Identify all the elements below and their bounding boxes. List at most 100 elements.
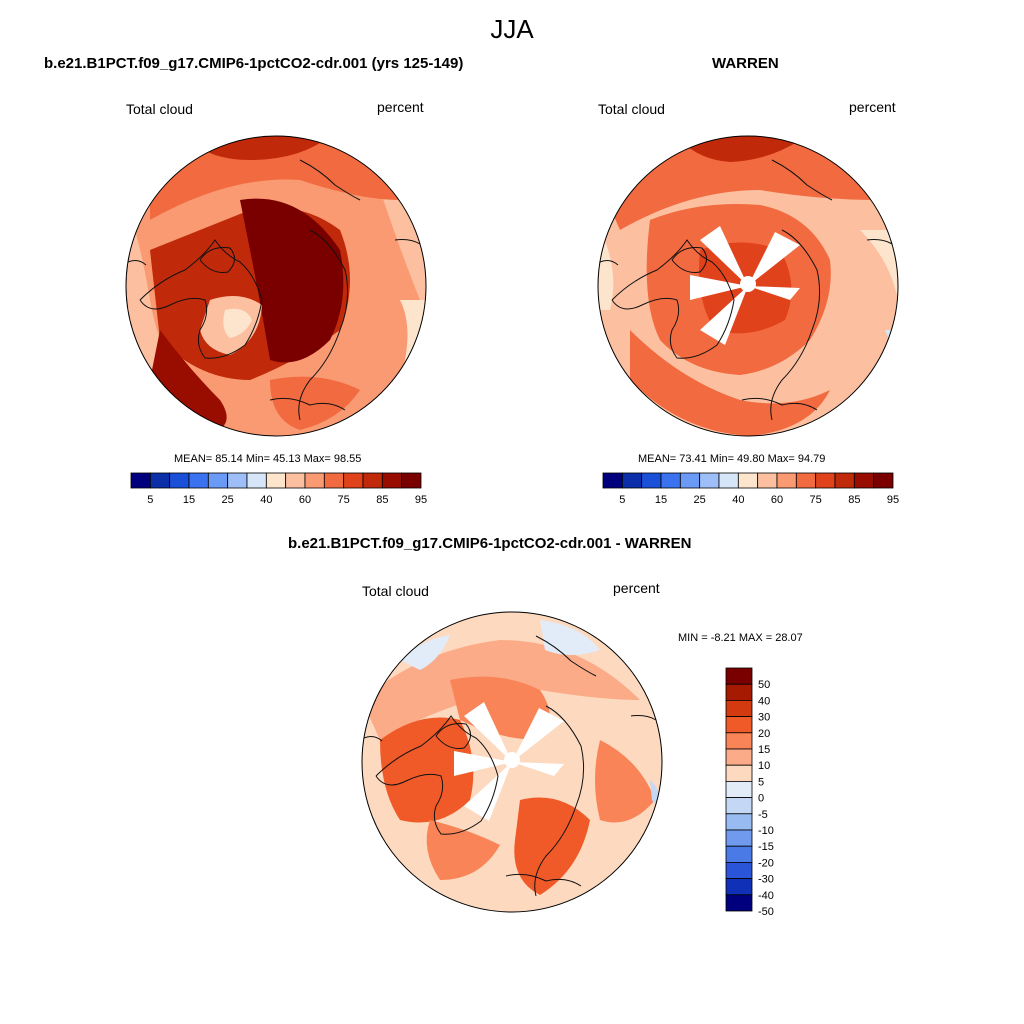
panel2-colorbar-swatch <box>815 472 836 489</box>
panel1-colorbar-swatch <box>227 472 248 489</box>
figure-title: JJA <box>490 14 534 44</box>
panel2-colorbar-tick-label: 95 <box>887 494 899 506</box>
panel3-colorbar-tick-label: 10 <box>758 760 770 772</box>
panel2-colorbar-swatch <box>621 472 643 489</box>
panel1-colorbar-tick-label: 60 <box>299 494 311 506</box>
panel2-map-border <box>597 135 899 437</box>
panel2-colorbar-tick-label: 15 <box>655 494 667 506</box>
panel3-colorbar-tick-label: -40 <box>758 890 774 902</box>
panel2-colorbar-swatch <box>776 472 797 489</box>
panel1-colorbar-tick-label: 75 <box>338 494 350 506</box>
panel3-colorbar-tick-label: 50 <box>758 679 770 691</box>
panel3-colorbar-swatch <box>725 862 753 880</box>
panel3-colorbar-swatch <box>725 764 753 782</box>
panel1-map-border <box>125 135 427 437</box>
panel2-colorbar-labels: 5 15 25 40 60 75 85 95 <box>619 494 899 506</box>
panel3-colorbar-swatch <box>725 748 753 766</box>
panel3-coastlines <box>363 635 657 897</box>
panel3-colorbar-tick-label: -10 <box>758 825 774 837</box>
panel1-colorbar-swatch <box>169 472 190 489</box>
panel3-colorbar-swatch <box>725 797 753 815</box>
panel3-minmax: MIN = -8.21 MAX = 28.07 <box>678 632 803 644</box>
panel2-colorbar-swatch <box>699 472 720 489</box>
panel3-map-border <box>361 611 663 913</box>
panel1-colorbar-labels: 5 15 25 40 60 75 85 95 <box>147 494 427 506</box>
panel2-colorbar-tick-label: 40 <box>732 494 744 506</box>
panel1-colorbar-tick-label: 95 <box>415 494 427 506</box>
panel1-colorbar-tick-label: 5 <box>147 494 153 506</box>
panel3-polar-map <box>362 612 662 912</box>
panel1-colorbar-swatch <box>285 472 306 489</box>
panel3-colorbar-tick-label: -50 <box>758 906 774 918</box>
panel1-colorbar-swatch <box>381 472 403 489</box>
panel3-colorbar-tick-label: -20 <box>758 857 774 869</box>
panel2-colorbar-swatch <box>795 472 817 489</box>
panel2-colorbar-swatch <box>718 472 739 489</box>
panel1-variable-label: Total cloud <box>126 101 193 117</box>
panel2-colorbar-swatch <box>641 472 662 489</box>
panel1-colorbar-swatch <box>362 472 383 489</box>
panel1-colorbar-swatch <box>246 472 267 489</box>
panel3-variable-label: Total cloud <box>362 583 429 599</box>
panel2-colorbar-swatch <box>660 472 681 489</box>
panel3-colorbar-swatch <box>725 667 753 685</box>
panel3-units-label: percent <box>613 580 660 596</box>
panel3-colorbar-swatch <box>725 716 753 734</box>
panel3-colorbar-tick-label: -15 <box>758 841 774 853</box>
panel3-colorbar-swatch <box>725 813 753 831</box>
panel3-colorbar-tick-label: 30 <box>758 712 770 724</box>
panel3-colorbar-swatch <box>725 829 753 847</box>
panel3-colorbar-swatch <box>725 845 753 863</box>
panel3-colorbar-tick-label: 0 <box>758 793 764 805</box>
panel2-colorbar-swatch <box>873 472 894 489</box>
panel2-colorbar-swatch <box>757 472 778 489</box>
panel3-colorbar-tick-label: -5 <box>758 809 768 821</box>
panel1-title: b.e21.B1PCT.f09_g17.CMIP6-1pctCO2-cdr.00… <box>44 55 464 72</box>
panel1-colorbar-swatch <box>130 472 151 489</box>
panel1-colorbar-tick-label: 40 <box>260 494 272 506</box>
panel2-colorbar-swatch <box>834 472 855 489</box>
panel3-colorbar-swatch <box>725 894 753 912</box>
panel2-variable-label: Total cloud <box>598 101 665 117</box>
panel2-colorbar-swatch <box>602 472 623 489</box>
panel1-colorbar-swatch <box>265 472 287 489</box>
panel2-colorbar-swatch <box>679 472 701 489</box>
panel1-colorbar-swatch <box>401 472 422 489</box>
panel2-colorbar-tick-label: 60 <box>771 494 783 506</box>
panel2-colorbar-tick-label: 5 <box>619 494 625 506</box>
panel1-units-label: percent <box>377 99 424 115</box>
panel3-colorbar <box>725 667 753 912</box>
panel1-colorbar-swatch <box>149 472 171 489</box>
panel2-colorbar-swatch <box>737 472 759 489</box>
panel3-colorbar-swatch <box>725 781 753 799</box>
panel2-colorbar-tick-label: 75 <box>810 494 822 506</box>
panel2-coastlines <box>599 159 893 421</box>
panel3-colorbar-tick-label: 15 <box>758 744 770 756</box>
panel3-colorbar-tick-label: -30 <box>758 874 774 886</box>
panel1-colorbar-swatch <box>207 472 229 489</box>
panel2-colorbar-swatch <box>853 472 875 489</box>
panel2-title: WARREN <box>712 55 779 72</box>
panel1-colorbar-tick-label: 85 <box>376 494 388 506</box>
panel1-coastlines <box>127 159 421 421</box>
panel1-colorbar-tick-label: 25 <box>222 494 234 506</box>
panel3-colorbar-tick-label: 40 <box>758 695 770 707</box>
panel2-units-label: percent <box>849 99 896 115</box>
panel3-colorbar-swatch <box>725 878 753 896</box>
panel3-colorbar-swatch <box>725 683 753 701</box>
panel1-colorbar-swatch <box>188 472 209 489</box>
panel3-colorbar-swatch <box>725 700 753 718</box>
panel1-colorbar-swatch <box>323 472 345 489</box>
panel3-colorbar-tick-label: 20 <box>758 728 770 740</box>
panel2-colorbar <box>602 472 894 489</box>
panel1-colorbar-swatch <box>343 472 364 489</box>
panel1-colorbar-tick-label: 15 <box>183 494 195 506</box>
panel2-stats: MEAN= 73.41 Min= 49.80 Max= 94.79 <box>638 453 826 465</box>
panel3-colorbar-swatch <box>725 732 753 750</box>
panel2-colorbar-tick-label: 85 <box>848 494 860 506</box>
panel3-colorbar-tick-label: 5 <box>758 776 764 788</box>
panel3-title: b.e21.B1PCT.f09_g17.CMIP6-1pctCO2-cdr.00… <box>288 535 692 552</box>
panel1-colorbar <box>130 472 422 489</box>
panel1-polar-map <box>126 136 426 436</box>
